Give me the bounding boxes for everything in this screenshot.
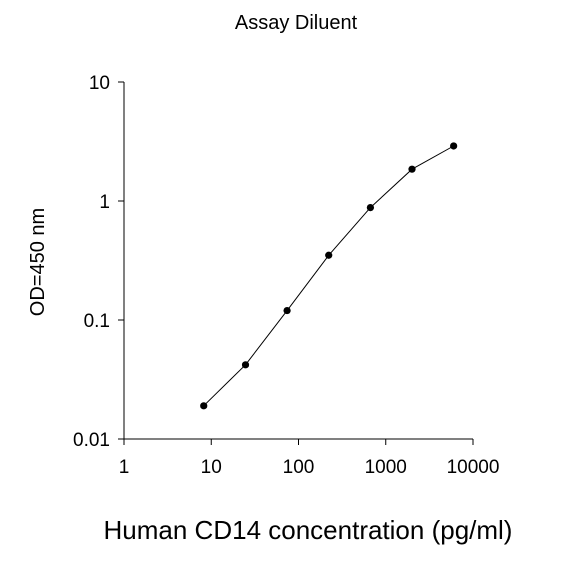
y-axis-label: OD=450 nm — [27, 208, 49, 316]
data-point — [200, 402, 208, 410]
y-tick-label: 0.1 — [84, 311, 110, 332]
data-point — [325, 251, 333, 259]
y-tick-label: 10 — [89, 73, 110, 94]
x-tick-label: 1000 — [365, 457, 407, 478]
y-tick-label: 0.01 — [73, 430, 110, 451]
data-point — [450, 142, 458, 150]
x-tick-label: 100 — [283, 457, 315, 478]
chart-title: Assay Diluent — [235, 12, 358, 34]
x-axis-label: Human CD14 concentration (pg/ml) — [104, 515, 513, 545]
y-tick-label: 1 — [99, 192, 110, 213]
data-point — [366, 204, 375, 212]
series-line — [203, 145, 454, 407]
x-tick-label: 1 — [119, 457, 130, 478]
data-point — [408, 165, 416, 173]
x-tick-label: 10000 — [447, 457, 500, 478]
data-point — [241, 361, 250, 369]
x-tick-label: 10 — [201, 457, 222, 478]
data-point — [283, 306, 291, 315]
plot-area: 0.01 0.1 1 10 1 10 100 1000 10000 — [73, 73, 499, 478]
